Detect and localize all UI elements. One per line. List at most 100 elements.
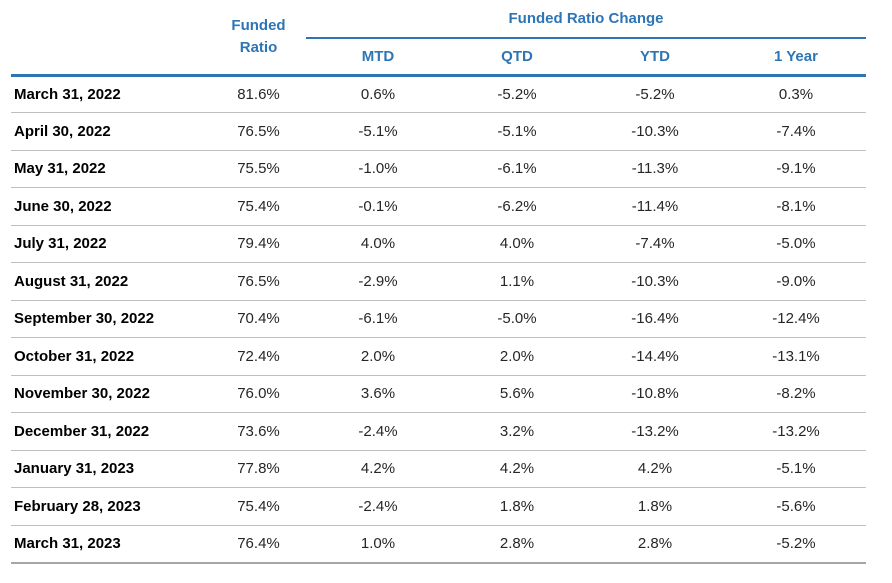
funded-ratio-value: 76.0%	[237, 385, 280, 403]
funded-ratio-value: 81.6%	[237, 85, 280, 103]
column-header-mtd: MTD	[361, 47, 395, 65]
ytd-value: -11.4%	[631, 197, 679, 215]
one-year-value: 0.3%	[778, 85, 814, 103]
table-row: August 31, 2022 76.5% -2.9% 1.1% -10.3% …	[11, 263, 866, 300]
one-year-value: -9.1%	[776, 160, 816, 178]
mtd-value: 4.2%	[360, 460, 396, 478]
one-year-value: -5.2%	[776, 535, 816, 552]
qtd-value: -6.2%	[497, 197, 537, 215]
row-date-label: May 31, 2022	[14, 160, 106, 178]
mtd-value: -0.1%	[358, 197, 398, 215]
ytd-value: -13.2%	[631, 422, 679, 440]
one-year-value: -9.0%	[776, 272, 816, 290]
qtd-value: -5.2%	[497, 85, 537, 103]
funded-ratio-change-group-header: Funded Ratio Change	[306, 0, 866, 39]
row-date-label: October 31, 2022	[14, 347, 135, 365]
qtd-value: -5.0%	[497, 310, 537, 328]
table-row: March 31, 2023 76.4% 1.0% 2.8% 2.8% -5.2…	[11, 525, 866, 563]
ytd-value: 4.2%	[637, 460, 673, 478]
table-row: January 31, 2023 77.8% 4.2% 4.2% 4.2% -5…	[11, 450, 866, 488]
funded-ratio-value: 75.5%	[237, 160, 280, 178]
mtd-value: -2.4%	[358, 497, 398, 515]
qtd-value: 4.2%	[499, 460, 535, 478]
funded-ratio-value: 70.4%	[237, 310, 280, 328]
ytd-value: 1.8%	[637, 497, 673, 515]
table-row: December 31, 2022 73.6% -2.4% 3.2% -13.2…	[11, 413, 866, 450]
funded-ratio-value: 72.4%	[237, 347, 280, 365]
funded-ratio-column-header: Funded Ratio	[231, 17, 286, 56]
funded-ratio-value: 76.5%	[237, 122, 280, 140]
one-year-value: -13.1%	[772, 347, 820, 365]
ytd-value: -5.2%	[635, 85, 675, 103]
row-date-label: January 31, 2023	[14, 460, 135, 478]
table-header: Funded Ratio Funded Ratio Change MTD QTD Y…	[11, 0, 866, 75]
qtd-value: -5.1%	[497, 122, 537, 140]
row-date-label: December 31, 2022	[14, 422, 150, 440]
table-row: May 31, 2022 75.5% -1.0% -6.1% -11.3% -9…	[11, 150, 866, 188]
table-row: November 30, 2022 76.0% 3.6% 5.6% -10.8%…	[11, 375, 866, 413]
one-year-value: -5.1%	[776, 460, 816, 478]
one-year-value: -7.4%	[776, 122, 816, 140]
funded-ratio-value: 73.6%	[237, 422, 280, 440]
mtd-value: -6.1%	[358, 310, 398, 328]
qtd-value: 2.0%	[499, 347, 535, 365]
one-year-value: -12.4%	[772, 310, 820, 328]
row-date-label: August 31, 2022	[14, 272, 129, 290]
ytd-value: -7.4%	[635, 235, 675, 253]
ytd-value: -14.4%	[631, 347, 679, 365]
column-header-one-year: 1 Year	[774, 47, 818, 65]
mtd-value: -5.1%	[358, 122, 398, 140]
mtd-value: -2.4%	[358, 422, 398, 440]
one-year-value: -13.2%	[772, 422, 820, 440]
row-date-label: March 31, 2023	[14, 535, 121, 552]
mtd-value: -2.9%	[358, 272, 398, 290]
one-year-value: -8.1%	[776, 197, 816, 215]
table-row: September 30, 2022 70.4% -6.1% -5.0% -16…	[11, 300, 866, 338]
mtd-value: -1.0%	[358, 160, 398, 178]
row-date-label: February 28, 2023	[14, 497, 141, 515]
qtd-value: 1.8%	[499, 497, 535, 515]
qtd-value: 3.2%	[499, 422, 535, 440]
ytd-value: 2.8%	[637, 535, 673, 552]
row-date-label: November 30, 2022	[14, 385, 150, 403]
row-date-label: March 31, 2022	[14, 85, 121, 103]
table-row: February 28, 2023 75.4% -2.4% 1.8% 1.8% …	[11, 488, 866, 525]
one-year-value: -8.2%	[776, 385, 816, 403]
one-year-value: -5.6%	[776, 497, 816, 515]
funded-ratio-value: 75.4%	[237, 497, 280, 515]
date-column-header-empty	[11, 0, 211, 75]
funded-ratio-value: 76.4%	[237, 535, 280, 552]
ytd-value: -11.3%	[631, 160, 679, 178]
funded-ratio-table: Funded Ratio Funded Ratio Change MTD QTD Y…	[11, 0, 866, 564]
ytd-value: -10.8%	[631, 385, 679, 403]
table-row: October 31, 2022 72.4% 2.0% 2.0% -14.4% …	[11, 338, 866, 375]
table-row: June 30, 2022 75.4% -0.1% -6.2% -11.4% -…	[11, 188, 866, 225]
ytd-value: -10.3%	[631, 122, 679, 140]
qtd-value: 2.8%	[499, 535, 535, 552]
row-date-label: July 31, 2022	[14, 235, 107, 253]
ytd-value: -16.4%	[631, 310, 679, 328]
ytd-value: -10.3%	[631, 272, 679, 290]
mtd-value: 0.6%	[360, 85, 396, 103]
table-row: March 31, 2022 81.6% 0.6% -5.2% -5.2% 0.…	[11, 75, 866, 113]
mtd-value: 2.0%	[360, 347, 396, 365]
funded-ratio-value: 76.5%	[237, 272, 280, 290]
qtd-value: 4.0%	[499, 235, 535, 253]
table-body: March 31, 2022 81.6% 0.6% -5.2% -5.2% 0.…	[11, 75, 866, 563]
column-header-ytd: YTD	[640, 47, 670, 65]
row-date-label: September 30, 2022	[14, 310, 155, 328]
qtd-value: 1.1%	[499, 272, 535, 290]
table-row: April 30, 2022 76.5% -5.1% -5.1% -10.3% …	[11, 113, 866, 150]
one-year-value: -5.0%	[776, 235, 816, 253]
mtd-value: 3.6%	[360, 385, 396, 403]
qtd-value: -6.1%	[497, 160, 537, 178]
funded-ratio-value: 75.4%	[237, 197, 280, 215]
funded-ratio-value: 79.4%	[237, 235, 280, 253]
mtd-value: 1.0%	[360, 535, 396, 552]
row-date-label: June 30, 2022	[14, 197, 112, 215]
row-date-label: April 30, 2022	[14, 122, 111, 140]
column-header-qtd: QTD	[501, 47, 533, 65]
table-row: July 31, 2022 79.4% 4.0% 4.0% -7.4% -5.0…	[11, 225, 866, 263]
qtd-value: 5.6%	[499, 385, 535, 403]
mtd-value: 4.0%	[360, 235, 396, 253]
